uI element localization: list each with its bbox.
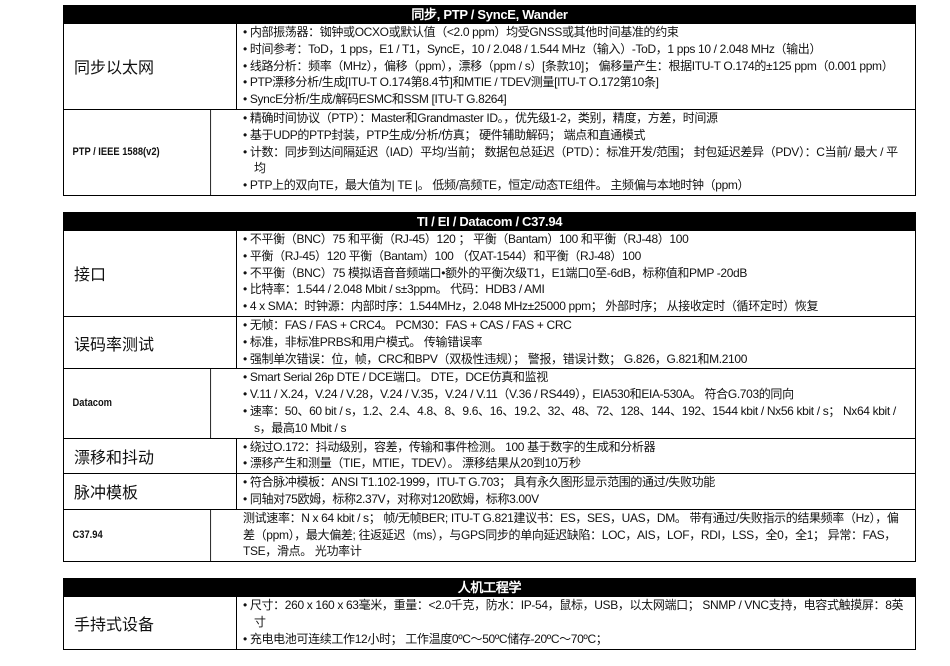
bullet-item: 线路分析：频率（MHz），偏移（ppm），漂移（ppm / s）[条款10]； … <box>243 58 909 75</box>
row-content: Smart Serial 26p DTE / DCE端口。 DTE，DCE仿真和… <box>237 369 915 437</box>
row-content: 符合脉冲模板：ANSI T1.102-1999，ITU-T G.703； 具有永… <box>237 474 915 509</box>
row-content: 尺寸：260 x 160 x 63毫米，重量：<2.0千克，防水：IP-54，鼠… <box>237 597 915 648</box>
table-row: 同步以太网内部振荡器：铷钟或OCXO或默认值（<2.0 ppm）均受GNSS或其… <box>64 23 915 109</box>
row-label: 接口 <box>64 230 237 316</box>
bullet-item: 充电电池可连续工作12小时； 工作温度0ºC～50ºC储存-20ºC～70ºC； <box>243 631 909 648</box>
spec-table: 同步, PTP / SyncE, Wander同步以太网内部振荡器：铷钟或OCX… <box>63 5 916 196</box>
table-row: 手持式设备尺寸：260 x 160 x 63毫米，重量：<2.0千克，防水：IP… <box>64 596 915 649</box>
bullet-item: 符合脉冲模板：ANSI T1.102-1999，ITU-T G.703； 具有永… <box>243 474 909 491</box>
row-label: C37.94 <box>64 509 212 562</box>
bullet-item: 速率：50、60 bit / s，1.2、2.4、4.8、8、9.6、16、19… <box>243 403 909 437</box>
table-row: 脉冲模板符合脉冲模板：ANSI T1.102-1999，ITU-T G.703；… <box>64 473 915 509</box>
bullet-item: 尺寸：260 x 160 x 63毫米，重量：<2.0千克，防水：IP-54，鼠… <box>243 597 909 631</box>
bullet-item: 强制单次错误：位，帧，CRC和BPV（双极性违规）； 警报，错误计数； G.82… <box>243 351 909 368</box>
row-label: 同步以太网 <box>64 24 237 109</box>
table-row: C37.94 测试速率：N x 64 kbit / s； 帧/无帧BER; ITU… <box>64 508 915 562</box>
bullet-item: 时间参考：ToD，1 pps，E1 / T1，SyncE，10 / 2.048 … <box>243 41 909 58</box>
spec-table: 人机工程学手持式设备尺寸：260 x 160 x 63毫米，重量：<2.0千克，… <box>63 578 916 650</box>
bullet-item: 不平衡（BNC）75 模拟语音音频端口•额外的平衡次级T1，E1端口0至-6dB… <box>243 265 909 282</box>
bullet-item: 漂移产生和测量（TIE，MTIE，TDEV）。 漂移结果从20到10万秒 <box>243 455 909 472</box>
bullet-item: 不平衡（BNC）75 和平衡（RJ-45）120 ； 平衡（Bantam）100… <box>243 231 909 248</box>
section-header: 同步, PTP / SyncE, Wander <box>64 6 915 23</box>
bullet-item: 平衡（RJ-45）120 平衡（Bantam）100 （仅AT-1544）和平衡… <box>243 248 909 265</box>
row-content: 绕过O.172：抖动级别，容差，传输和事件检测。 100 基于数字的生成和分析器… <box>237 439 915 474</box>
row-content: 无帧：FAS / FAS + CRC4。 PCM30：FAS + CAS / F… <box>237 317 915 368</box>
bullet-item: 计数：同步到达间隔延迟（IAD）平均/当前； 数据包总延迟（PTD）：标准开发/… <box>243 144 909 178</box>
bullet-item: V.11 / X.24，V.24 / V.28，V.24 / V.35，V.24… <box>243 386 909 403</box>
table-row: 误码率测试无帧：FAS / FAS + CRC4。 PCM30：FAS + CA… <box>64 315 915 369</box>
bullet-item: 比特率：1.544 / 2.048 Mbit / s±3ppm。 代码：HDB3… <box>243 281 909 298</box>
table-row: Datacom Smart Serial 26p DTE / DCE端口。 DTE… <box>64 368 915 438</box>
row-content: 测试速率：N x 64 kbit / s； 帧/无帧BER; ITU-T G.8… <box>237 510 915 561</box>
bullet-item: 无帧：FAS / FAS + CRC4。 PCM30：FAS + CAS / F… <box>243 317 909 334</box>
bullet-item: Smart Serial 26p DTE / DCE端口。 DTE，DCE仿真和… <box>243 369 909 386</box>
bullet-item: 内部振荡器：铷钟或OCXO或默认值（<2.0 ppm）均受GNSS或其他时间基准… <box>243 24 909 41</box>
section-header: TI / EI / Datacom / C37.94 <box>64 212 915 230</box>
bullet-item: SyncE分析/生成/解码ESMC和SSM [ITU-T G.8264] <box>243 91 909 108</box>
row-label: Datacom <box>64 369 212 438</box>
table-row: PTP / IEEE 1588(v2) 精确时间协议（PTP）：Master和Gr… <box>64 108 915 195</box>
row-label: 误码率测试 <box>64 316 237 369</box>
table-row: 漂移和抖动绕过O.172：抖动级别，容差，传输和事件检测。 100 基于数字的生… <box>64 437 915 474</box>
spec-table: TI / EI / Datacom / C37.94接口不平衡（BNC）75 和… <box>63 211 916 563</box>
row-label: 漂移和抖动 <box>64 438 237 474</box>
bullet-item: 基于UDP的PTP封装，PTP生成/分析/仿真； 硬件辅助解码； 端点和直通模式 <box>243 127 909 144</box>
bullet-item: 同轴对75欧姆，标称2.37V，对称对120欧姆，标称3.00V <box>243 491 909 508</box>
row-label: 脉冲模板 <box>64 474 237 509</box>
bullet-item: PTP上的双向TE，最大值为| TE |。 低频/高频TE，恒定/动态TE组件。… <box>243 177 909 194</box>
bullet-item: 4 x SMA：时钟源：内部时序：1.544MHz，2.048 MHz±2500… <box>243 298 909 315</box>
row-text: 测试速率：N x 64 kbit / s； 帧/无帧BER; ITU-T G.8… <box>243 510 899 559</box>
row-content: 内部振荡器：铷钟或OCXO或默认值（<2.0 ppm）均受GNSS或其他时间基准… <box>237 24 915 109</box>
table-row: 接口不平衡（BNC）75 和平衡（RJ-45）120 ； 平衡（Bantam）1… <box>64 229 915 316</box>
row-label: 手持式设备 <box>64 597 237 649</box>
spec-document: 同步, PTP / SyncE, Wander同步以太网内部振荡器：铷钟或OCX… <box>63 5 916 666</box>
section-header: 人机工程学 <box>64 579 915 597</box>
bullet-item: 标准，非标准PRBS和用户模式。 传输错误率 <box>243 334 909 351</box>
bullet-item: 绕过O.172：抖动级别，容差，传输和事件检测。 100 基于数字的生成和分析器 <box>243 439 909 456</box>
row-label: PTP / IEEE 1588(v2) <box>64 109 212 195</box>
row-content: 精确时间协议（PTP）：Master和Grandmaster ID。，优先级1-… <box>237 110 915 195</box>
bullet-item: 精确时间协议（PTP）：Master和Grandmaster ID。，优先级1-… <box>243 110 909 127</box>
bullet-item: PTP漂移分析/生成[ITU-T O.174第8.4节]和MTIE / TDEV… <box>243 74 909 91</box>
row-content: 不平衡（BNC）75 和平衡（RJ-45）120 ； 平衡（Bantam）100… <box>237 231 915 316</box>
